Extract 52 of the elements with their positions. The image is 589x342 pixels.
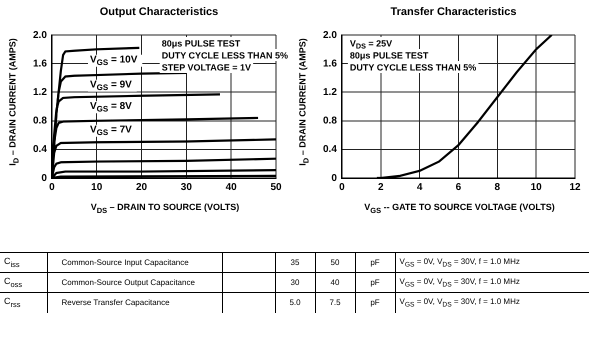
x-tick-label: 2 (378, 182, 384, 193)
text: 30 (275, 272, 315, 292)
y-tick-label: 1.6 (322, 58, 338, 70)
x-tick-label: 0 (339, 182, 346, 193)
x-tick-label: 4 (416, 182, 423, 193)
text: pF (355, 292, 395, 312)
x-axis-title: V$_{GS}$ -- GATE TO SOURCE VOLTAGE (VOLTS) (363, 202, 556, 215)
text: 35 (275, 252, 315, 272)
x-axis-title: V$_{DS}$ – DRAIN TO SOURCE (VOLTS) (90, 202, 240, 215)
annotation: DUTY CYCLE LESS THAN 5% (350, 62, 476, 72)
text: C$_{iss}$ (3, 255, 21, 271)
text: pF (355, 272, 395, 292)
chart-title: Transfer Characteristics (390, 6, 518, 18)
annotation: DUTY CYCLE LESS THAN 5% (162, 50, 288, 60)
text: 7.5 (315, 292, 355, 312)
y-tick-label: 1.2 (322, 86, 338, 98)
x-tick-label: 30 (180, 182, 192, 193)
y-tick-label: 0.4 (32, 144, 48, 156)
y-tick-label: 1.6 (32, 58, 48, 70)
annotation: STEP VOLTAGE = 1V (162, 62, 251, 72)
x-tick-label: 20 (136, 182, 148, 193)
text: C$_{rss}$ (3, 295, 22, 312)
y-tick-label: 0.8 (32, 116, 48, 127)
text: pF (355, 252, 395, 272)
x-tick-label: 10 (530, 182, 542, 193)
x-tick-label: 6 (456, 182, 462, 193)
y-tick-label: 0 (331, 172, 338, 184)
text: 50 (315, 252, 355, 272)
x-tick-label: 12 (569, 182, 581, 193)
y-tick-label: 1.2 (32, 86, 48, 98)
text: Common-Source Input Capacitance (47, 252, 222, 272)
y-tick-label: 0 (41, 172, 48, 184)
x-tick-label: 10 (91, 182, 103, 193)
y-tick-label: 2.0 (322, 30, 338, 41)
text: Common-Source Output Capacitance (47, 272, 222, 292)
text: C$_{oss}$ (3, 275, 24, 291)
x-tick-label: 40 (226, 182, 238, 193)
text: 5.0 (275, 292, 315, 312)
text: V$_{GS}$ = 0V, V$_{DS}$ = 30V, f = 1.0 MHz (395, 292, 589, 312)
text: Reverse Transfer Capacitance (47, 292, 222, 312)
chart-title: Output Characteristics (98, 6, 220, 18)
annotation: 80μs PULSE TEST (350, 50, 429, 60)
x-tick-label: 8 (494, 182, 501, 193)
annotation: 80μs PULSE TEST (162, 38, 241, 48)
x-tick-label: 0 (49, 182, 56, 193)
text: V$_{GS}$ = 0V, V$_{DS}$ = 30V, f = 1.0 MHz (395, 272, 589, 292)
y-tick-label: 2.0 (32, 30, 48, 41)
text: V$_{GS}$ = 0V, V$_{DS}$ = 30V, f = 1.0 MHz (395, 252, 589, 272)
x-tick-label: 50 (270, 182, 282, 193)
y-tick-label: 0.8 (322, 116, 338, 127)
text: 40 (315, 272, 355, 292)
y-tick-label: 0.4 (322, 144, 338, 156)
